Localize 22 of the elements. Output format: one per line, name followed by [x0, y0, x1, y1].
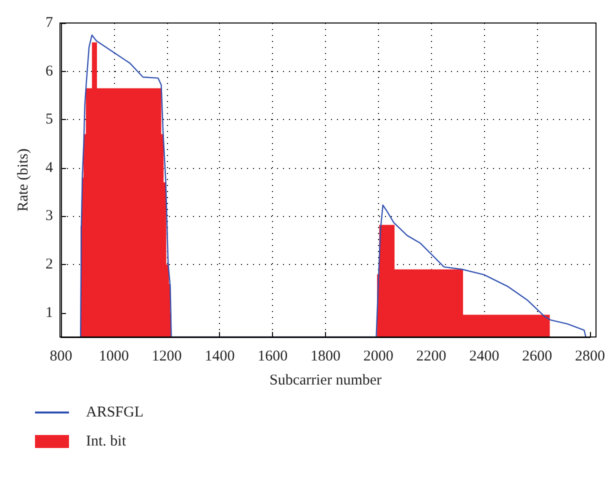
legend-label: ARSFGL	[86, 404, 144, 420]
x-tick-label: 2400	[469, 348, 500, 364]
x-tick-label: 1800	[310, 348, 340, 364]
y-tick-label: 1	[46, 304, 53, 321]
y-axis-title: Rate (bits)	[16, 148, 32, 212]
y-tick-label: 5	[46, 112, 53, 128]
y-tick-label: 4	[46, 160, 54, 176]
y-tick-label: 2	[46, 256, 53, 273]
x-tick-label: 1400	[204, 348, 235, 364]
y-tick-label: 3	[46, 208, 53, 224]
legend-label: Int. bit	[86, 434, 127, 450]
x-tick-label: 2200	[416, 348, 446, 364]
x-tick-label: 2800	[575, 348, 605, 364]
x-tick-label: 800	[50, 348, 72, 364]
x-tick-label: 1200	[152, 348, 182, 364]
x-axis-title: Subcarrier number	[269, 372, 382, 388]
x-tick-label: 1600	[258, 348, 288, 364]
y-tick-label: 6	[46, 63, 54, 80]
x-tick-label: 2000	[363, 348, 394, 364]
y-tick-label: 7	[46, 15, 54, 31]
x-tick-label: 1000	[98, 348, 129, 364]
x-tick-label: 2600	[522, 348, 552, 364]
